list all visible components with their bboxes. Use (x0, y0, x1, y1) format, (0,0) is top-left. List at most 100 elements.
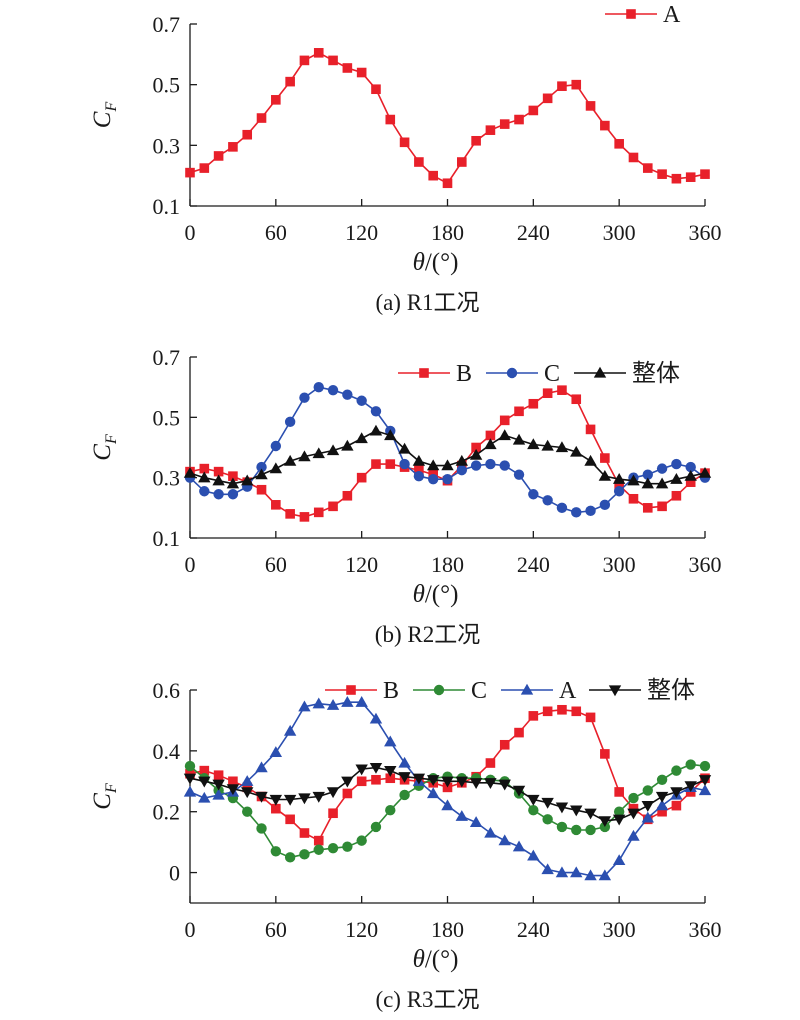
data-point (657, 169, 667, 179)
data-point (528, 489, 539, 500)
legend-label: B (456, 361, 472, 387)
data-point (642, 785, 653, 796)
legend-label: A (559, 678, 577, 704)
x-tick-label: 240 (517, 220, 550, 245)
y-axis-title: CF (89, 783, 120, 810)
legend-label: 整体 (632, 360, 680, 387)
y-tick-label: 0.2 (153, 800, 181, 825)
data-point (213, 489, 224, 500)
data-point (585, 101, 596, 111)
data-point (528, 804, 539, 816)
data-point (426, 787, 440, 799)
data-point (614, 480, 624, 491)
data-point (655, 477, 669, 489)
data-point (269, 746, 283, 758)
data-point (228, 471, 238, 481)
y-tick-label: 0.1 (153, 194, 181, 219)
legend-entry: A (501, 678, 577, 704)
data-point (355, 432, 368, 444)
legend-marker (608, 685, 622, 697)
data-point (356, 67, 367, 78)
data-point (426, 775, 440, 786)
data-point (283, 794, 297, 806)
data-point (499, 739, 510, 750)
data-point (298, 793, 311, 805)
data-point (342, 389, 353, 400)
y-tick-label: 0.5 (153, 73, 181, 98)
x-tick-label: 300 (603, 917, 636, 942)
data-point (513, 469, 525, 480)
data-point (283, 724, 297, 736)
data-point (255, 791, 268, 803)
legend-marker (433, 684, 445, 696)
y-tick-label: 0.7 (153, 345, 181, 370)
data-point (499, 415, 510, 426)
data-point (342, 490, 353, 501)
data-point (270, 440, 282, 452)
data-point (571, 706, 582, 717)
data-point (328, 501, 338, 512)
legend-marker (520, 683, 534, 695)
x-tick-label: 360 (689, 220, 722, 245)
data-point (441, 776, 454, 788)
data-point (628, 792, 639, 804)
data-point (241, 775, 254, 786)
data-point (299, 849, 310, 860)
data-point (671, 800, 682, 811)
data-point (612, 854, 626, 866)
data-point (313, 507, 324, 518)
data-point (698, 466, 712, 478)
data-point (557, 704, 567, 715)
data-point (441, 459, 454, 471)
data-point (313, 844, 324, 855)
x-axis-title: θ/(°) (413, 946, 459, 973)
data-point (556, 821, 568, 833)
data-point (227, 489, 239, 500)
data-point (469, 778, 483, 790)
data-point (384, 765, 397, 777)
chart-panel-2: 0.1 0.3 0.5 0.7 0 60 120 180 240 300 360 θ/(°) CF (b)… (89, 345, 722, 647)
data-point (341, 695, 354, 707)
data-point (198, 471, 211, 483)
data-point (328, 55, 338, 66)
data-point (556, 502, 568, 514)
data-point (255, 468, 268, 480)
data-point (327, 384, 339, 396)
data-point (341, 776, 354, 788)
data-point (571, 79, 582, 90)
legend-marker (593, 366, 607, 378)
data-point (313, 48, 324, 58)
data-point (627, 829, 640, 841)
data-point (585, 505, 596, 517)
data-point (685, 461, 696, 473)
data-point (256, 823, 267, 834)
data-point (371, 774, 381, 785)
data-point (183, 466, 197, 478)
data-point (326, 699, 340, 710)
data-point (183, 785, 197, 797)
data-point (542, 706, 553, 717)
data-point (555, 441, 569, 453)
data-point (498, 429, 511, 441)
data-point (598, 869, 612, 881)
data-point (698, 775, 712, 786)
data-point (471, 442, 481, 453)
data-point (584, 454, 597, 466)
data-point (541, 439, 554, 451)
data-point (512, 433, 526, 445)
legend-marker (419, 368, 429, 378)
data-point (670, 472, 683, 484)
data-point (271, 500, 281, 510)
data-point (670, 787, 683, 799)
data-point (226, 477, 240, 489)
data-point (555, 802, 569, 814)
legend-label: 整体 (647, 677, 695, 704)
data-point (542, 93, 553, 104)
legend-entry: B (325, 678, 399, 704)
data-point (584, 808, 597, 820)
data-point (183, 773, 197, 785)
data-point (612, 814, 626, 826)
data-point (226, 784, 240, 796)
data-point (369, 762, 383, 774)
